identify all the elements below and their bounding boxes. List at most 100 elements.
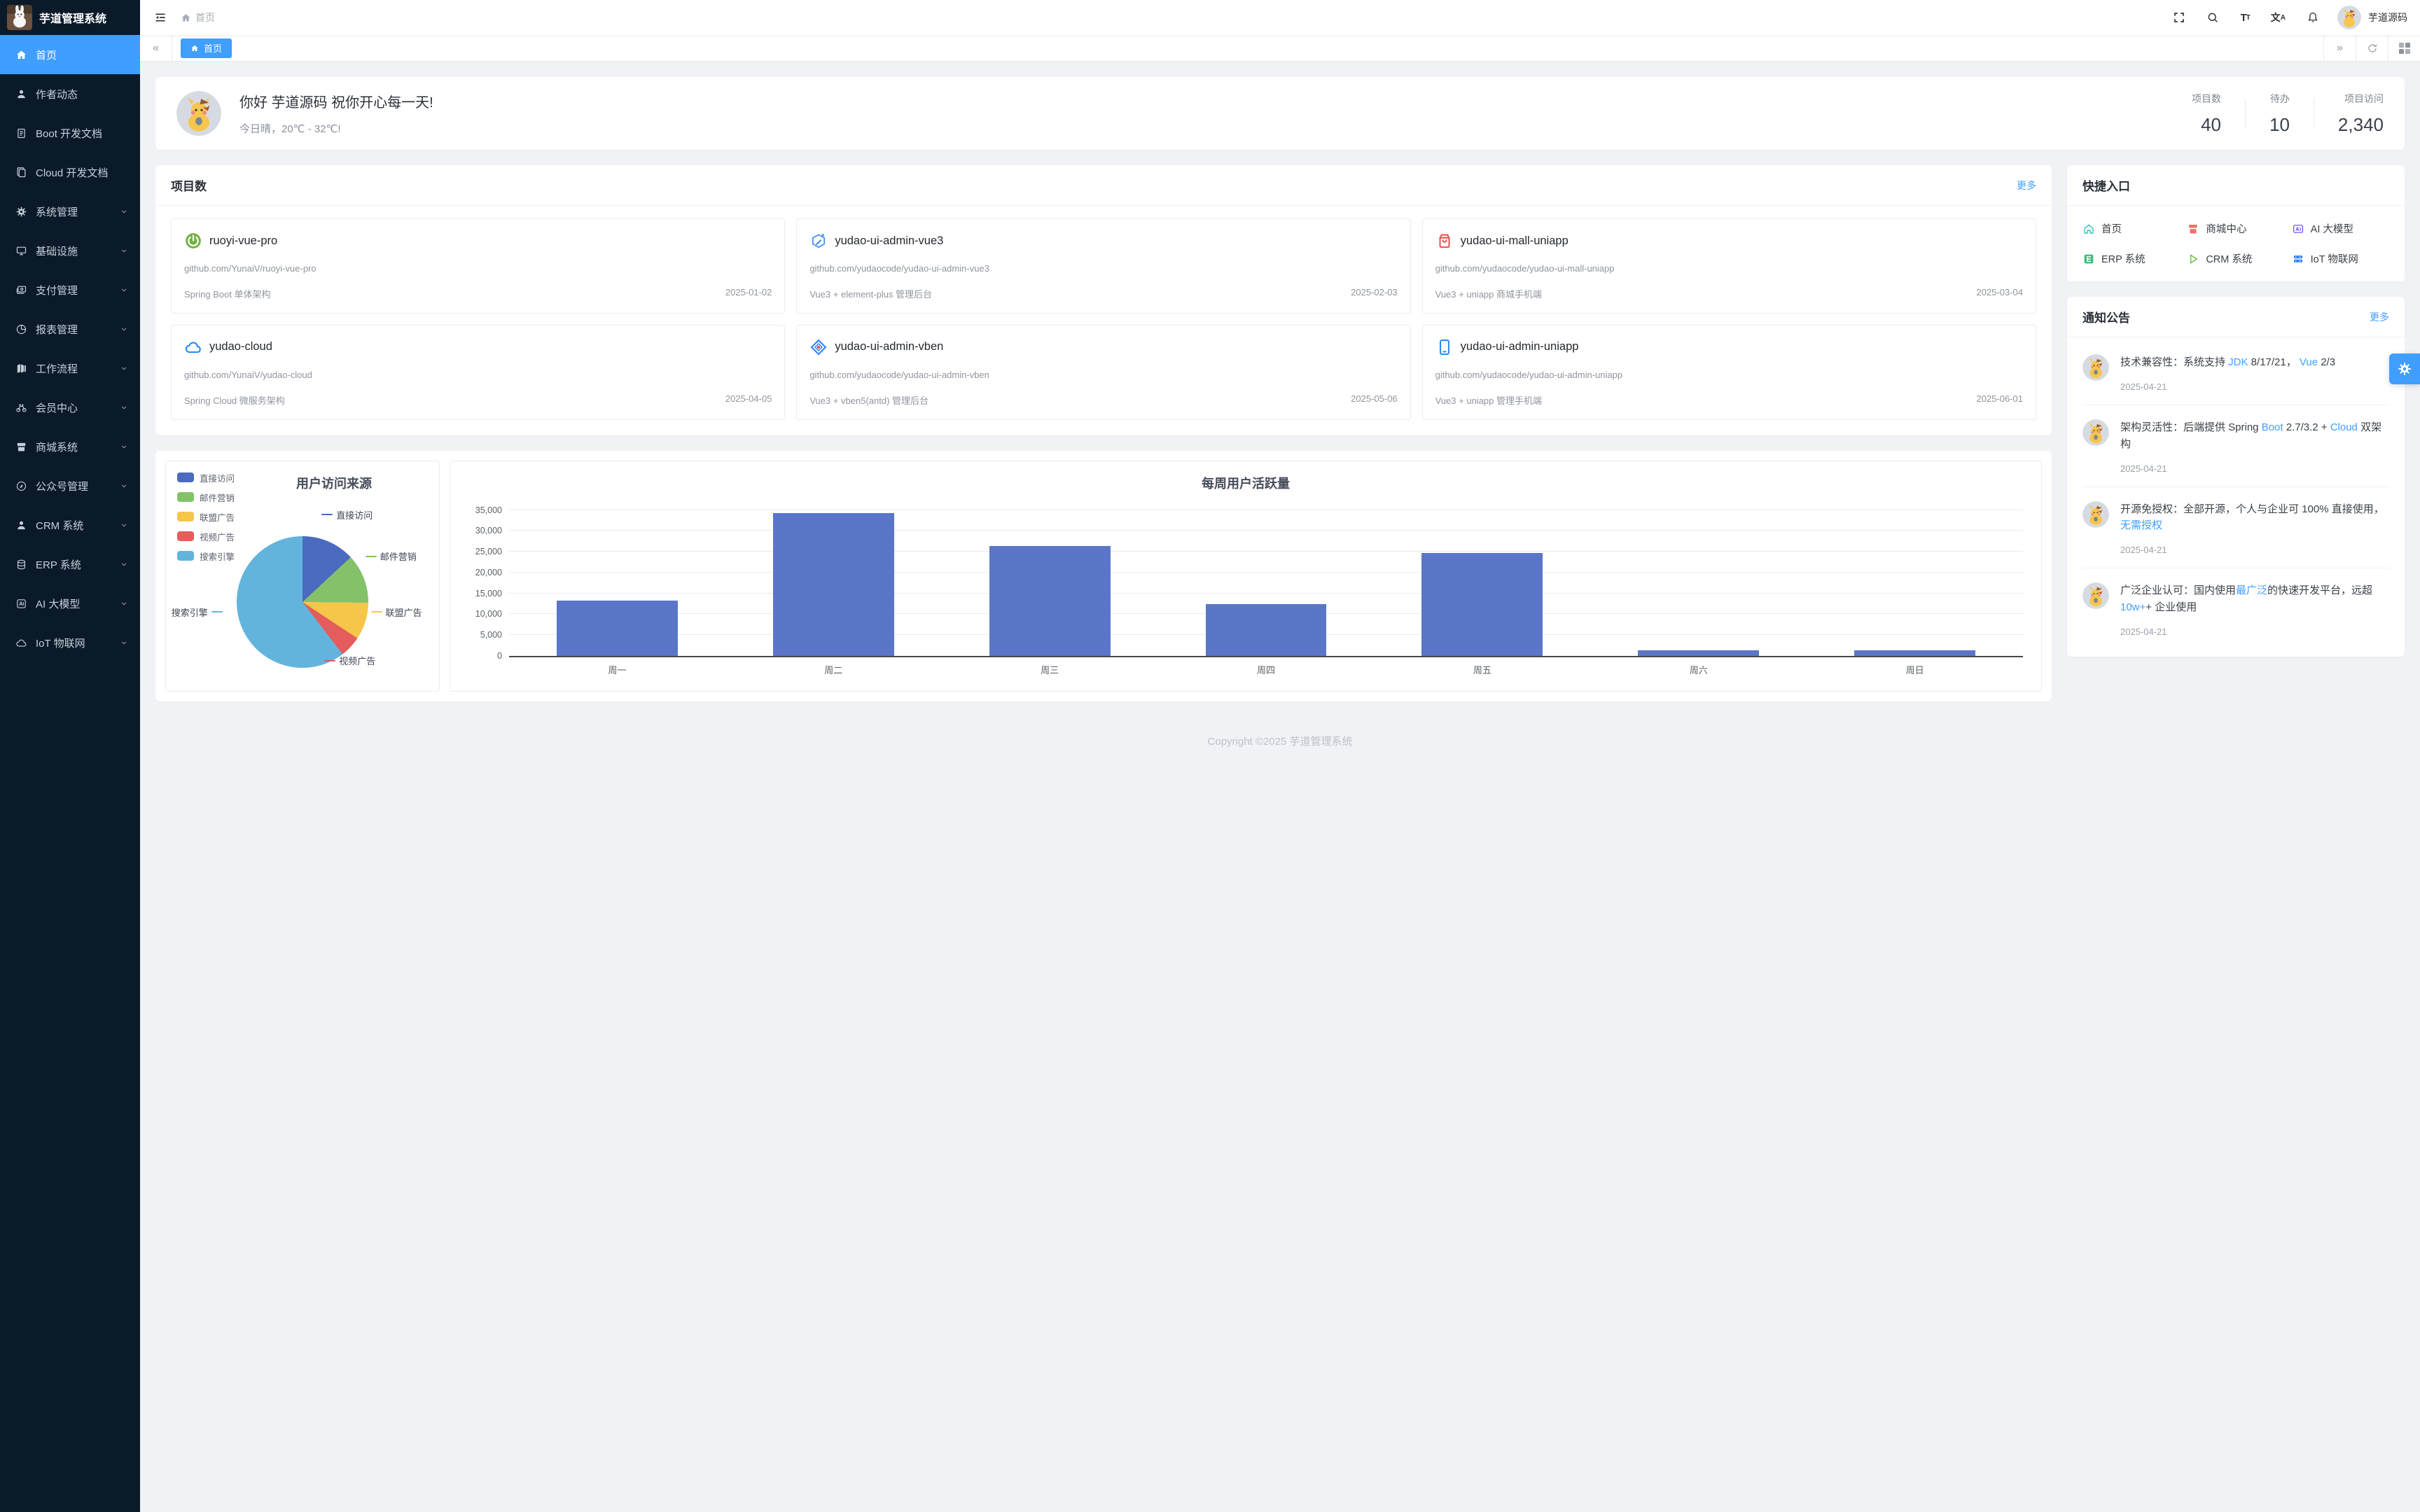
legend-item-视频广告[interactable]: 视频广告 bbox=[177, 530, 235, 543]
bar-周日[interactable] bbox=[1854, 650, 1976, 656]
project-card-yudao-ui-admin-vue3[interactable]: yudao-ui-admin-vue3 github.com/yudaocode/… bbox=[796, 218, 1411, 314]
pie-slice-label-邮件营销: 邮件营销 bbox=[365, 550, 417, 563]
legend-item-联盟广告[interactable]: 联盟广告 bbox=[177, 510, 235, 524]
bar-周六[interactable] bbox=[1638, 650, 1760, 656]
chevron-down-icon bbox=[119, 442, 129, 451]
project-card-yudao-ui-admin-uniapp[interactable]: yudao-ui-admin-uniapp github.com/yudaocod… bbox=[1421, 324, 2036, 420]
fullscreen-button[interactable] bbox=[2170, 8, 2188, 27]
notification-bell-button[interactable] bbox=[2304, 8, 2322, 27]
notices-panel-header: 通知公告 更多 bbox=[2067, 297, 2405, 337]
app-logo[interactable]: 芋道管理系统 bbox=[0, 0, 140, 35]
shortcut-CRM 系统[interactable]: CRM 系统 bbox=[2187, 251, 2284, 266]
bar-周一[interactable] bbox=[556, 600, 678, 656]
project-desc: Spring Boot 单体架构 bbox=[184, 288, 271, 300]
sidebar-item-home[interactable]: 首页 bbox=[0, 35, 140, 74]
notice-link[interactable]: Vue bbox=[2299, 356, 2318, 368]
sidebar-item-crm[interactable]: CRM 系统 bbox=[0, 505, 140, 545]
stat-todo: 待办 10 bbox=[2246, 92, 2314, 136]
notice-link[interactable]: 最广泛 bbox=[2236, 584, 2268, 597]
fullscreen-icon bbox=[2174, 13, 2185, 22]
projects-more-link[interactable]: 更多 bbox=[2017, 179, 2036, 191]
sidebar-item-erp[interactable]: ERP 系统 bbox=[0, 545, 140, 584]
sidebar-item-label: 首页 bbox=[36, 49, 57, 62]
bar-周二[interactable] bbox=[772, 513, 894, 656]
sidebar-item-system[interactable]: 系统管理 bbox=[0, 192, 140, 231]
notice-date: 2025-04-21 bbox=[2120, 382, 2167, 393]
tabs-scroll-left-button[interactable]: « bbox=[140, 35, 172, 61]
project-name: yudao-ui-mall-uniapp bbox=[1460, 234, 1569, 247]
legend-item-搜索引擎[interactable]: 搜索引擎 bbox=[177, 550, 235, 563]
sidebar-item-cloud-doc[interactable]: Cloud 开发文档 bbox=[0, 153, 140, 192]
pie-chart[interactable] bbox=[237, 536, 368, 668]
sidebar-item-report[interactable]: 报表管理 bbox=[0, 309, 140, 349]
shortcut-首页[interactable]: 首页 bbox=[2082, 221, 2180, 236]
gridline bbox=[509, 571, 2023, 573]
notice-link[interactable]: 10w+ bbox=[2120, 601, 2146, 613]
notice-date: 2025-04-21 bbox=[2120, 463, 2167, 474]
stat-visits: 项目访问 2,340 bbox=[2314, 92, 2384, 136]
notice-item[interactable]: 开源免授权：全部开源，个人与企业可 100% 直接使用，无需授权 2025-04-… bbox=[2082, 487, 2389, 569]
notice-title: 技术兼容性：系统支持 JDK 8/17/21， Vue 2/3 bbox=[2120, 356, 2336, 368]
sidebar-item-mall[interactable]: 商城系统 bbox=[0, 427, 140, 466]
shortcut-AI 大模型[interactable]: AI 大模型 bbox=[2292, 221, 2389, 236]
sidebar-item-ai[interactable]: AI 大模型 bbox=[0, 584, 140, 623]
tabs-refresh-button[interactable] bbox=[2356, 35, 2388, 61]
user-menu[interactable]: 芋道源码 bbox=[2337, 6, 2407, 29]
shortcut-IoT 物联网[interactable]: IoT 物联网 bbox=[2292, 251, 2389, 266]
tabs-layout-button[interactable] bbox=[2388, 35, 2420, 61]
project-card-yudao-ui-admin-vben[interactable]: yudao-ui-admin-vben github.com/yudaocode/… bbox=[796, 324, 1411, 420]
project-date: 2025-04-05 bbox=[725, 393, 772, 404]
sidebar-item-infra[interactable]: 基础设施 bbox=[0, 231, 140, 270]
welcome-text: 你好 芋道源码 祝你开心每一天! 今日晴，20℃ - 32℃! bbox=[239, 91, 433, 136]
sidebar-item-mp[interactable]: 公众号管理 bbox=[0, 466, 140, 505]
project-card-yudao-cloud[interactable]: yudao-cloud github.com/YunaiV/yudao-cloud… bbox=[171, 324, 786, 420]
chevron-down-icon bbox=[119, 363, 129, 373]
notice-link[interactable]: Boot bbox=[2261, 421, 2283, 434]
notice-item[interactable]: 技术兼容性：系统支持 JDK 8/17/21， Vue 2/3 2025-04-2… bbox=[2082, 340, 2389, 406]
sidebar-item-pay[interactable]: 支付管理 bbox=[0, 270, 140, 309]
notice-date: 2025-04-21 bbox=[2120, 545, 2167, 556]
sidebar-fold-button[interactable] bbox=[151, 8, 169, 27]
tab-home[interactable]: 首页 bbox=[181, 38, 232, 58]
gridline bbox=[509, 592, 2023, 594]
bar-slot bbox=[1807, 510, 2023, 656]
bar-周三[interactable] bbox=[989, 546, 1111, 656]
notice-link[interactable]: 无需授权 bbox=[2120, 519, 2163, 531]
search-button[interactable] bbox=[2204, 8, 2222, 27]
sc-iot-icon bbox=[2292, 253, 2304, 265]
shortcut-ERP 系统[interactable]: ERP 系统 bbox=[2082, 251, 2180, 266]
project-card-yudao-ui-mall-uniapp[interactable]: yudao-ui-mall-uniapp github.com/yudaocode… bbox=[1421, 218, 2036, 314]
avatar bbox=[2082, 419, 2109, 447]
notice-link[interactable]: Cloud bbox=[2330, 421, 2358, 434]
notice-item[interactable]: 架构灵活性：后端提供 Spring Boot 2.7/3.2 + Cloud 双… bbox=[2082, 405, 2389, 487]
chevron-down-icon bbox=[119, 638, 129, 648]
sidebar-item-label: CRM 系统 bbox=[36, 519, 84, 532]
bar-slot bbox=[942, 510, 1158, 656]
bar-周五[interactable] bbox=[1421, 553, 1543, 656]
project-card-ruoyi-vue-pro[interactable]: ruoyi-vue-pro github.com/YunaiV/ruoyi-vue… bbox=[171, 218, 786, 314]
theme-settings-button[interactable] bbox=[2389, 354, 2420, 384]
legend-item-邮件营销[interactable]: 邮件营销 bbox=[177, 491, 235, 504]
legend-color-chip bbox=[177, 492, 194, 503]
notices-more-link[interactable]: 更多 bbox=[2370, 311, 2389, 323]
legend-label: 邮件营销 bbox=[200, 493, 235, 503]
bar-周四[interactable] bbox=[1205, 604, 1327, 656]
x-axis-label: 周二 bbox=[824, 664, 843, 676]
legend-item-直接访问[interactable]: 直接访问 bbox=[177, 471, 235, 484]
welcome-stats: 项目数 40 待办 10 项目访问 2,340 bbox=[2168, 92, 2384, 136]
notice-item[interactable]: 广泛企业认可：国内使用最广泛的快速开发平台，远超 10w++ 企业使用 2025-… bbox=[2082, 568, 2389, 650]
sidebar-item-iot[interactable]: IoT 物联网 bbox=[0, 623, 140, 662]
chevron-down-icon bbox=[119, 559, 129, 569]
pie-legend: 直接访问邮件营销联盟广告视频广告搜索引擎 bbox=[177, 471, 235, 563]
tabs-scroll-right-button[interactable]: » bbox=[2323, 35, 2356, 61]
breadcrumb[interactable]: 首页 bbox=[181, 10, 215, 24]
shortcut-商城中心[interactable]: 商城中心 bbox=[2187, 221, 2284, 236]
sidebar-item-member[interactable]: 会员中心 bbox=[0, 388, 140, 427]
sidebar-item-author[interactable]: 作者动态 bbox=[0, 74, 140, 113]
notice-link[interactable]: JDK bbox=[2228, 356, 2248, 368]
sidebar-item-boot-doc[interactable]: Boot 开发文档 bbox=[0, 113, 140, 153]
sidebar-item-workflow[interactable]: 工作流程 bbox=[0, 349, 140, 388]
